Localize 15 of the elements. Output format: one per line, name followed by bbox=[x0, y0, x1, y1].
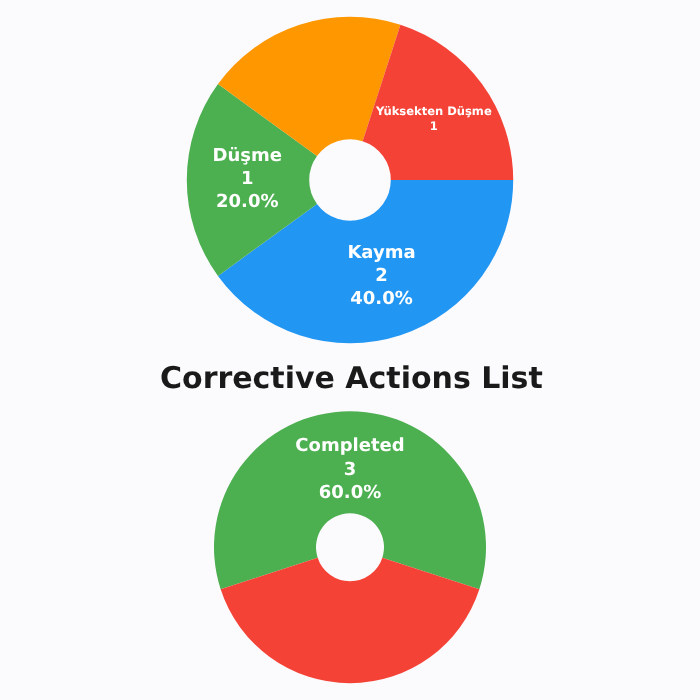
text: 60.0% bbox=[318, 484, 382, 504]
text: 40.0% bbox=[350, 290, 413, 311]
donut-slice bbox=[362, 24, 514, 180]
donut-slice bbox=[214, 411, 486, 590]
slice-label: Kayma bbox=[347, 243, 416, 264]
slice-label: Düşme bbox=[212, 146, 282, 167]
text: 20.0% bbox=[215, 193, 279, 214]
data-label: 2 bbox=[375, 267, 388, 288]
data-label: 3 bbox=[343, 460, 357, 481]
donut-slice bbox=[220, 557, 480, 684]
slice-label: Completed bbox=[295, 437, 405, 458]
chart-title: Corrective Actions List bbox=[160, 360, 543, 396]
data-label: 1 bbox=[240, 170, 254, 190]
donut-slice bbox=[217, 180, 514, 343]
donut-slice bbox=[186, 84, 317, 276]
